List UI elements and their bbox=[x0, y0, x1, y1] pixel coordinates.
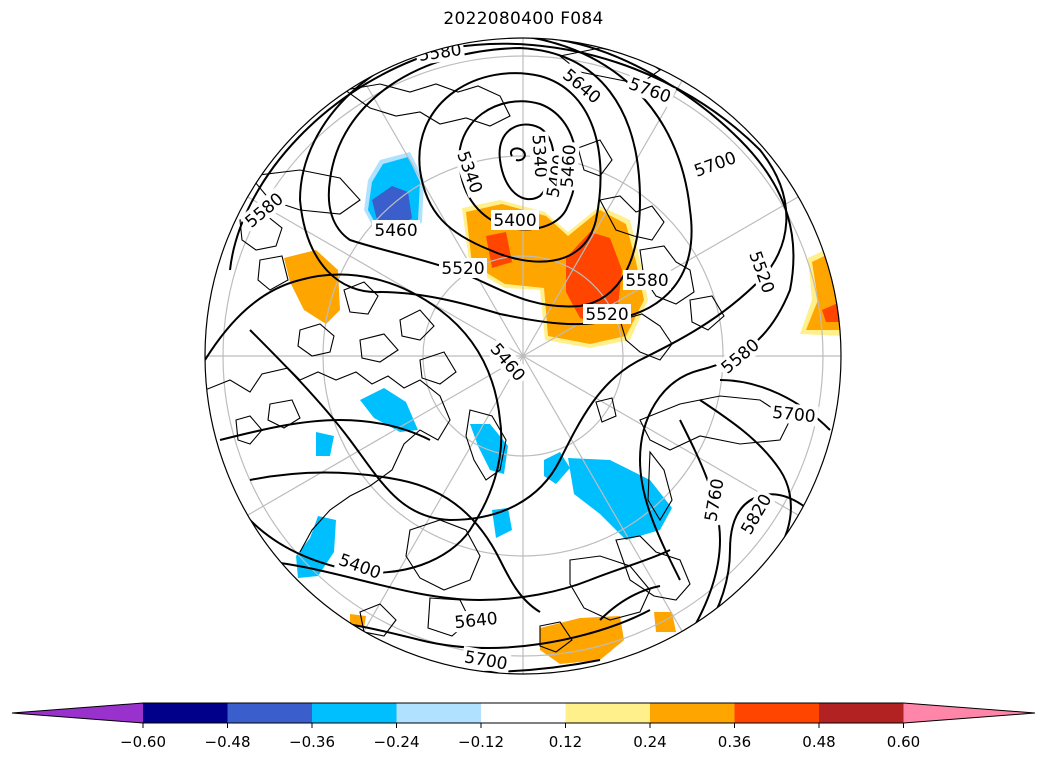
contour-label: 5520 bbox=[585, 305, 628, 325]
contour-label: 5520 bbox=[441, 259, 484, 279]
coastlines bbox=[205, 47, 791, 653]
map-disk: 5580 5640 5760 5340 5340 5400 5460 5700 … bbox=[205, 38, 841, 674]
colorbar-tick-label: 0.60 bbox=[887, 733, 920, 751]
colorbar-segment bbox=[227, 703, 313, 723]
positive-anomaly bbox=[486, 232, 512, 268]
contour-label: 5460 bbox=[374, 221, 417, 241]
colorbar-tick-label: 0.48 bbox=[802, 733, 835, 751]
colorbar-tick-label: −0.36 bbox=[289, 733, 335, 751]
colorbar-segment bbox=[481, 703, 566, 723]
colorbar-segment bbox=[650, 703, 735, 723]
colorbar-segment bbox=[396, 703, 482, 723]
contour-label: 5820 bbox=[737, 491, 776, 538]
contour-label: 5700 bbox=[463, 647, 509, 674]
colorbar-tick-label: −0.60 bbox=[120, 733, 166, 751]
contour-label: 5700 bbox=[692, 148, 739, 182]
colorbar-extend-low bbox=[12, 703, 143, 723]
contour-label: 5580 bbox=[417, 40, 463, 66]
colorbar: −0.60 −0.48 −0.36 −0.24 −0.12 0.12 0.24 0.36 0.4… bbox=[11, 702, 1036, 751]
positive-anomaly bbox=[284, 250, 340, 324]
contour-labels: 5580 5640 5760 5340 5340 5400 5460 5700 … bbox=[239, 38, 819, 674]
colorbar-tick-label: 0.36 bbox=[718, 733, 751, 751]
colorbar-tick-label: 0.24 bbox=[633, 733, 666, 751]
colorbar-tick-label: −0.12 bbox=[458, 733, 504, 751]
map-boundary bbox=[204, 37, 842, 675]
contour-label: 5400 bbox=[493, 211, 536, 231]
positive-anomaly bbox=[540, 616, 624, 664]
contour-label: 5580 bbox=[625, 271, 668, 291]
contour-label: 5340 bbox=[452, 149, 486, 196]
contour-label: 5340 bbox=[528, 134, 551, 179]
colorbar-segment bbox=[734, 703, 820, 723]
contour-label: 5460 bbox=[558, 144, 581, 189]
colorbar-extend-high bbox=[903, 703, 1035, 723]
colorbar-segment bbox=[312, 703, 397, 723]
negative-anomaly bbox=[492, 508, 512, 538]
graticule bbox=[205, 38, 841, 674]
colorbar-tick-label: −0.48 bbox=[205, 733, 251, 751]
contour-label: 5700 bbox=[771, 403, 816, 427]
colorbar-tick-label: 0.12 bbox=[549, 733, 582, 751]
negative-anomaly bbox=[360, 388, 418, 432]
negative-anomaly bbox=[316, 432, 334, 456]
colorbar-segment bbox=[819, 703, 904, 723]
contour-label: 5400 bbox=[336, 550, 383, 584]
colorbar-segment bbox=[143, 703, 228, 723]
map-title: 2022080400 F084 bbox=[443, 9, 604, 29]
contour-label: 5760 bbox=[626, 74, 673, 108]
negative-anomaly bbox=[470, 424, 508, 474]
contour-label: 5760 bbox=[701, 477, 728, 523]
colorbar-segment bbox=[565, 703, 651, 723]
contour-label: 5640 bbox=[454, 609, 499, 633]
positive-anomaly bbox=[566, 232, 622, 324]
colorbar-tick-label: −0.24 bbox=[374, 733, 420, 751]
